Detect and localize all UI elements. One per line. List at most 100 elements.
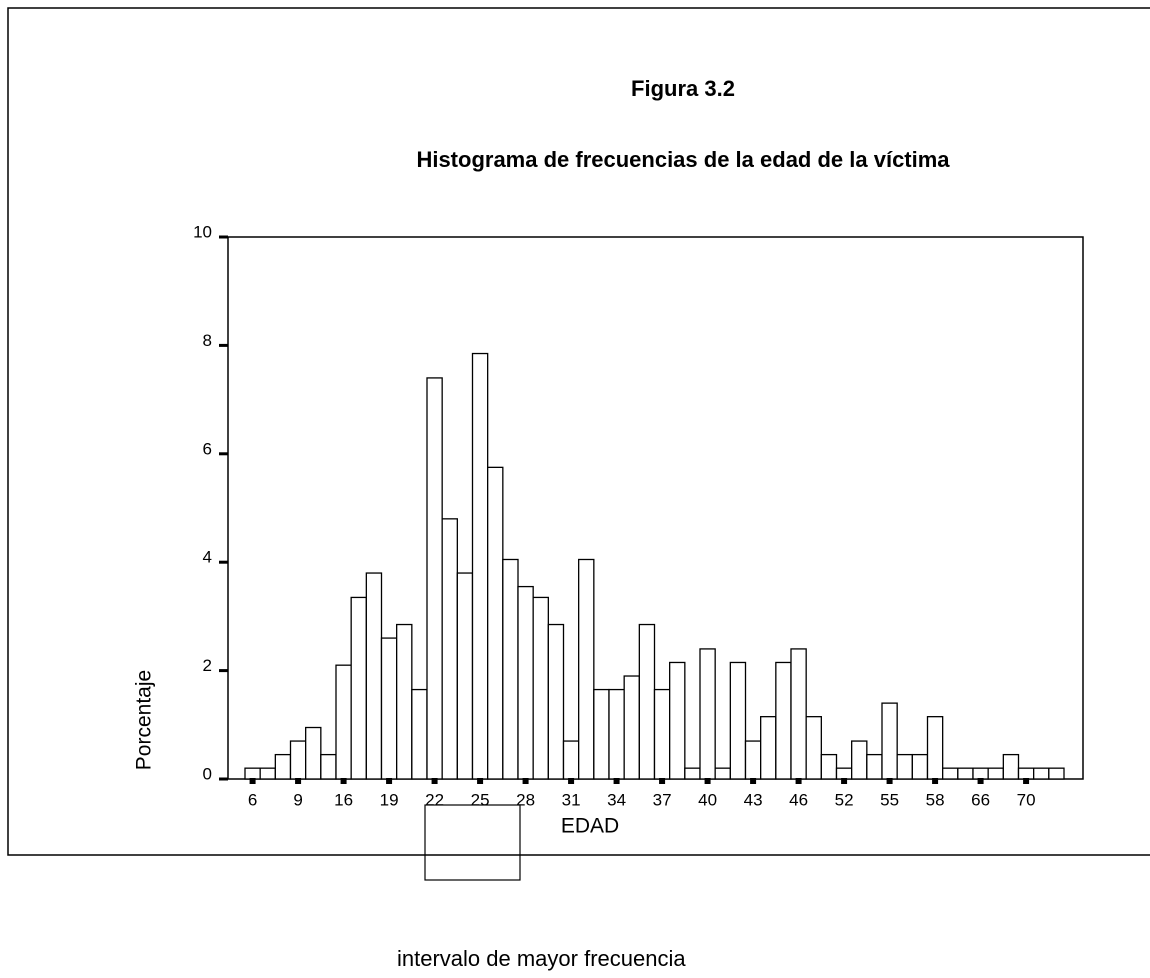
bar: [791, 649, 806, 779]
bar: [442, 519, 457, 779]
bar: [806, 717, 821, 779]
bar: [973, 768, 988, 779]
bar: [943, 768, 958, 779]
bar: [306, 728, 321, 779]
bar: [548, 625, 563, 779]
bar: [1019, 768, 1034, 779]
x-tick-label: 40: [698, 790, 717, 809]
bar: [397, 625, 412, 779]
x-tick-label: 31: [562, 790, 581, 809]
x-tick: [295, 778, 301, 784]
bar: [639, 625, 654, 779]
x-tick: [477, 778, 483, 784]
x-tick: [523, 778, 529, 784]
annotation-bracket: [425, 805, 520, 880]
x-tick-label: 52: [835, 790, 854, 809]
bar: [245, 768, 260, 779]
bar: [351, 597, 366, 779]
x-tick-label: 34: [607, 790, 626, 809]
x-tick: [705, 778, 711, 784]
x-tick: [978, 778, 984, 784]
x-tick-label: 70: [1017, 790, 1036, 809]
x-tick-label: 22: [425, 790, 444, 809]
bar: [382, 638, 397, 779]
bar: [1049, 768, 1064, 779]
bar: [746, 741, 761, 779]
bar: [412, 690, 427, 779]
bar: [579, 559, 594, 779]
bar: [503, 559, 518, 779]
x-tick: [568, 778, 574, 784]
x-tick-label: 55: [880, 790, 899, 809]
bar: [291, 741, 306, 779]
bar: [700, 649, 715, 779]
bar: [594, 690, 609, 779]
bar: [366, 573, 381, 779]
annotation: intervalo de mayor frecuencia: [397, 946, 686, 971]
y-tick-label: 2: [203, 656, 212, 675]
y-tick-label: 4: [203, 548, 212, 567]
x-tick: [750, 778, 756, 784]
bar: [624, 676, 639, 779]
x-tick-label: 66: [971, 790, 990, 809]
bar: [761, 717, 776, 779]
bar: [321, 755, 336, 779]
x-tick-label: 9: [293, 790, 302, 809]
x-tick-label: 43: [744, 790, 763, 809]
bar: [1003, 755, 1018, 779]
x-axis-label: EDAD: [561, 815, 619, 838]
bar: [776, 662, 791, 779]
y-tick-label: 6: [203, 439, 212, 458]
y-tick-label: 10: [193, 222, 212, 241]
x-tick-label: 19: [380, 790, 399, 809]
bar: [427, 378, 442, 779]
bar: [867, 755, 882, 779]
bar: [336, 665, 351, 779]
y-tick-label: 8: [203, 331, 212, 350]
x-tick: [250, 778, 256, 784]
bar: [260, 768, 275, 779]
x-tick: [932, 778, 938, 784]
y-axis-label: Porcentaje: [133, 670, 156, 770]
bar: [609, 690, 624, 779]
bar: [533, 597, 548, 779]
bar: [518, 587, 533, 779]
bar: [821, 755, 836, 779]
x-tick: [841, 778, 847, 784]
x-tick-label: 28: [516, 790, 535, 809]
bar: [488, 467, 503, 779]
bar: [928, 717, 943, 779]
x-tick-label: 46: [789, 790, 808, 809]
bar: [988, 768, 1003, 779]
x-tick-label: 25: [471, 790, 490, 809]
bar: [730, 662, 745, 779]
y-tick-label: 0: [203, 764, 212, 783]
chart-title: Figura 3.2: [631, 76, 735, 101]
bar: [670, 662, 685, 779]
bar: [852, 741, 867, 779]
bar: [685, 768, 700, 779]
bar: [457, 573, 472, 779]
x-tick-label: 6: [248, 790, 257, 809]
x-tick-label: 16: [334, 790, 353, 809]
x-tick: [614, 778, 620, 784]
chart: Figura 3.2 Histograma de frecuencias de …: [0, 0, 1150, 978]
x-tick-label: 58: [926, 790, 945, 809]
bar: [958, 768, 973, 779]
bar: [897, 755, 912, 779]
bar: [1034, 768, 1049, 779]
bar: [275, 755, 290, 779]
x-tick: [386, 778, 392, 784]
x-tick: [1023, 778, 1029, 784]
x-tick: [659, 778, 665, 784]
x-tick: [432, 778, 438, 784]
bar: [837, 768, 852, 779]
bar: [655, 690, 670, 779]
bar: [715, 768, 730, 779]
x-tick: [341, 778, 347, 784]
bar: [473, 354, 488, 779]
bar: [564, 741, 579, 779]
x-tick: [887, 778, 893, 784]
x-tick-label: 37: [653, 790, 672, 809]
bar: [882, 703, 897, 779]
